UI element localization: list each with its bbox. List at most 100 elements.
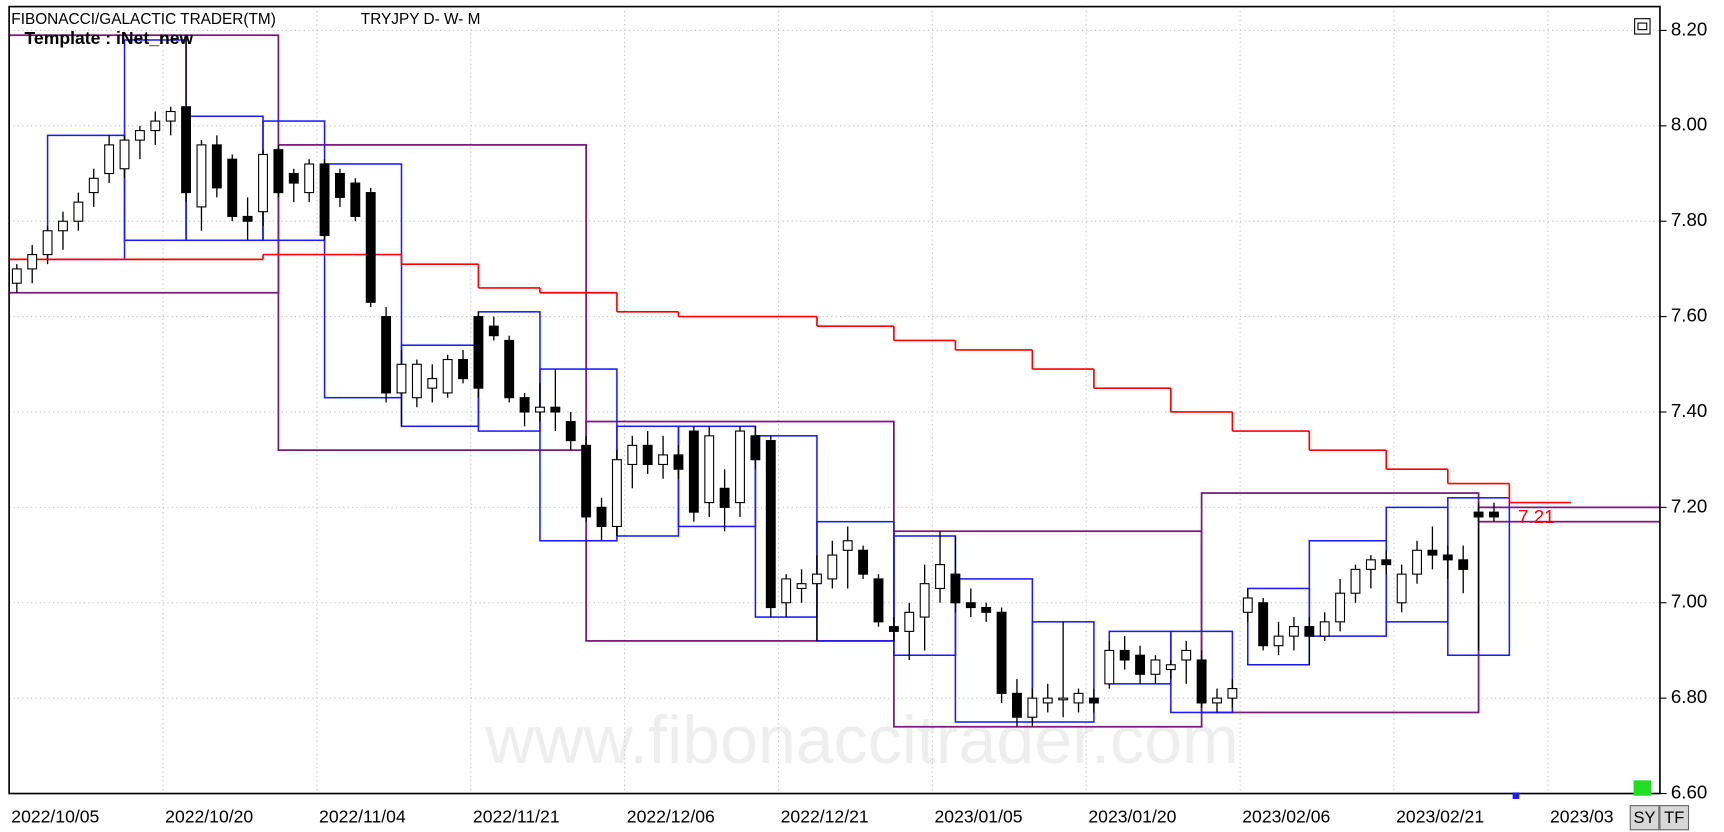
position-marker	[1512, 792, 1520, 800]
corner-icon-inner	[1637, 22, 1648, 31]
candle-body	[1304, 626, 1315, 637]
candle-body	[1335, 592, 1346, 623]
y-tick-label: 8.20	[1671, 18, 1707, 39]
candle-body	[519, 397, 530, 413]
candle-body	[704, 435, 715, 504]
candle-body	[27, 254, 38, 270]
candle-body	[658, 454, 669, 465]
candle-body	[688, 430, 699, 513]
y-tick-label: 7.40	[1671, 400, 1707, 421]
candle-body	[227, 158, 238, 217]
candle-body	[211, 144, 222, 189]
candle-body	[919, 583, 930, 618]
sy-button[interactable]: SY	[1629, 805, 1660, 831]
candle-body	[288, 172, 299, 184]
candle-body	[888, 626, 899, 632]
candle-body	[1012, 692, 1022, 718]
x-tick-label: 2023/03	[1550, 806, 1614, 826]
x-tick-label: 2022/12/21	[781, 806, 869, 826]
candle-body	[796, 583, 807, 590]
candle-body	[1288, 626, 1299, 637]
candle-body	[1458, 559, 1469, 570]
candle-body	[181, 106, 192, 194]
candle-body	[1227, 688, 1238, 699]
candle-body	[319, 163, 330, 237]
candle-body	[350, 182, 361, 217]
candle-body	[381, 316, 392, 394]
candle-body	[1258, 602, 1269, 647]
candle-body	[565, 420, 576, 442]
candle-body	[473, 316, 484, 389]
candle-body	[642, 444, 653, 465]
candle-body	[873, 578, 884, 623]
candle-body	[1165, 664, 1176, 671]
x-tick-label: 2023/01/05	[935, 806, 1023, 826]
candle-body	[1135, 654, 1146, 675]
y-tick-label: 7.80	[1671, 209, 1707, 230]
candle-body	[904, 611, 915, 632]
candle-body	[1088, 697, 1099, 704]
candle-body	[1042, 697, 1053, 704]
candle-body	[596, 506, 607, 527]
candle-body	[1396, 573, 1407, 604]
x-tick-label: 2022/11/21	[473, 806, 560, 826]
candle-body	[1350, 568, 1361, 594]
button-frame[interactable]	[1659, 805, 1690, 831]
candle-body	[842, 540, 853, 551]
x-tick-label: 2022/11/04	[319, 806, 406, 826]
candle-body	[58, 220, 68, 232]
candle-body	[535, 406, 545, 413]
button-frame[interactable]	[1629, 805, 1660, 831]
candle-body	[1473, 511, 1484, 518]
chart-title: FIBONACCI/GALACTIC TRADER(TM)	[11, 11, 276, 28]
candle-body	[273, 149, 284, 194]
watermark: www.fibonaccitrader.com	[484, 702, 1238, 778]
x-tick-label: 2022/12/06	[627, 806, 715, 826]
button-label[interactable]: TF	[1664, 809, 1684, 827]
candle-body	[1273, 635, 1284, 647]
candle-body	[196, 144, 207, 208]
y-tick-label: 7.60	[1671, 305, 1707, 326]
candle-body	[396, 363, 407, 394]
weekly-box	[323, 163, 403, 399]
candle-body	[411, 363, 422, 399]
candle-body	[1442, 554, 1453, 561]
candle-body	[1073, 692, 1084, 704]
tf-button[interactable]: TF	[1659, 805, 1690, 831]
symbol-label: TRYJPY D- W- M	[361, 11, 481, 28]
candle-body	[134, 130, 145, 141]
candle-body	[11, 268, 22, 284]
candle-body	[1427, 549, 1438, 556]
candle-body	[88, 177, 99, 194]
candle-body	[1150, 659, 1161, 675]
candle-body	[1212, 697, 1222, 704]
candle-body	[73, 201, 84, 222]
monthly-box	[277, 144, 588, 452]
candle-body	[1412, 549, 1422, 575]
y-tick-label: 7.00	[1671, 591, 1707, 612]
plot-frame	[8, 5, 1661, 795]
candle-body	[581, 444, 592, 518]
candle-body	[1489, 511, 1499, 518]
candle-body	[304, 163, 315, 194]
candle-body	[488, 325, 499, 337]
candle-body	[719, 487, 730, 508]
candle-body	[750, 435, 761, 461]
candle-body	[858, 549, 869, 575]
candle-body	[1196, 659, 1207, 704]
candle-body	[334, 172, 345, 198]
candle-body	[42, 230, 53, 256]
candle-body	[242, 215, 253, 222]
candle-body	[965, 602, 976, 609]
candle-body	[442, 358, 453, 394]
candle-body	[258, 153, 268, 213]
candle-body	[627, 444, 638, 465]
candle-body	[165, 110, 176, 122]
x-tick-label: 2023/01/20	[1088, 806, 1176, 826]
candle-body	[611, 459, 622, 527]
corner-icon[interactable]	[1634, 18, 1651, 35]
button-label[interactable]: SY	[1634, 809, 1656, 827]
candle-body	[458, 358, 468, 380]
candle-body	[1242, 597, 1253, 613]
